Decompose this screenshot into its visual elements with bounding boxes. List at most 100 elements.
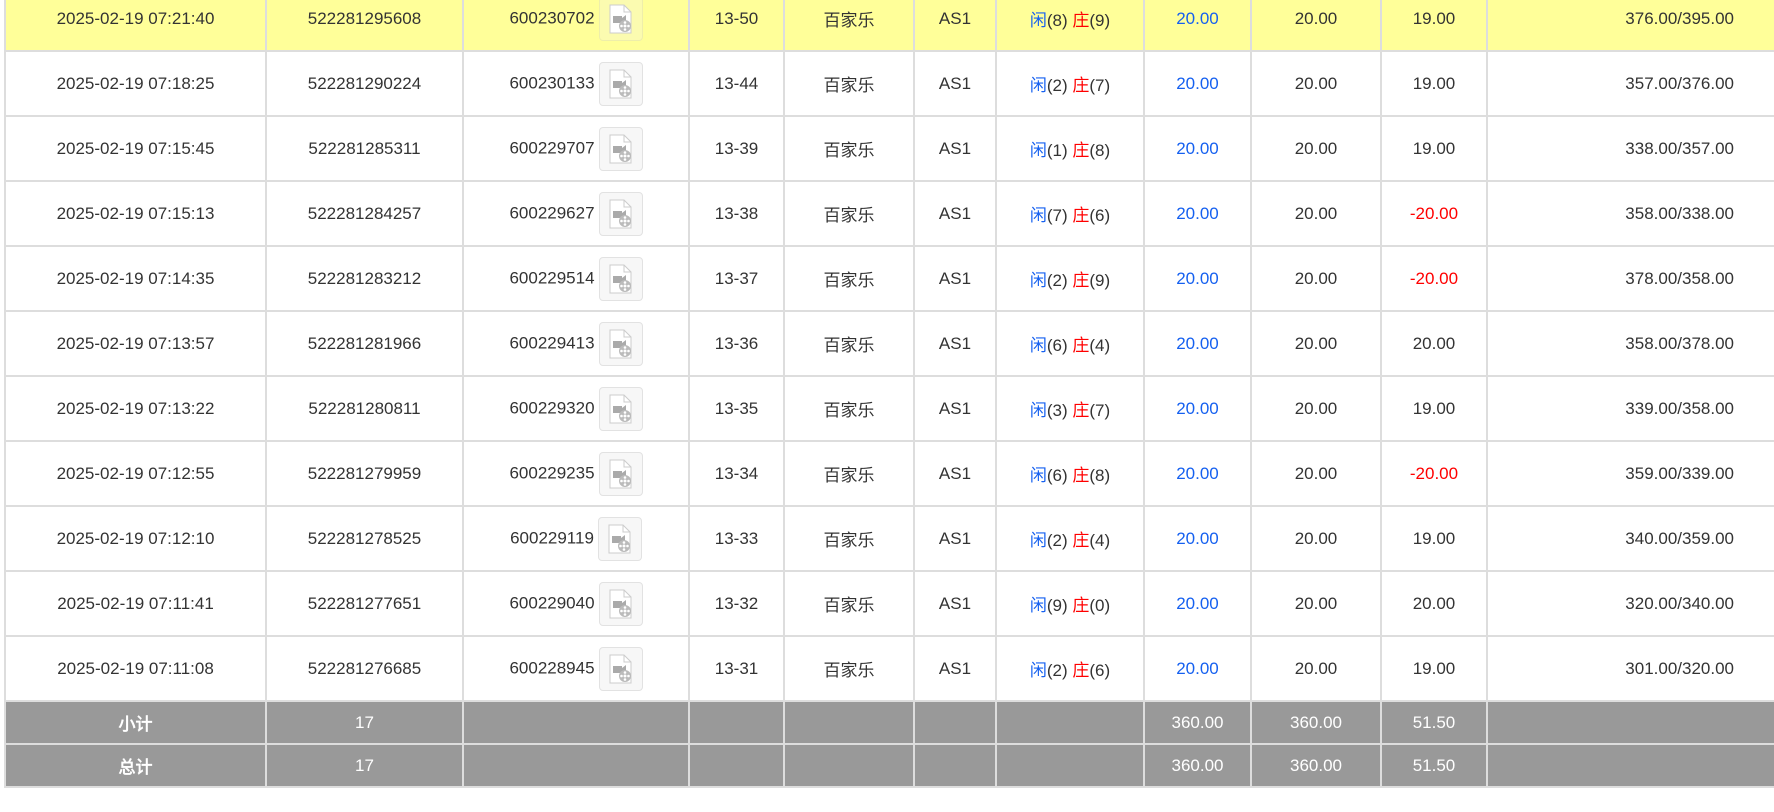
summary-win: 51.50 (1380, 743, 1488, 788)
result-cell: 闲(6) 庄(4) (995, 310, 1145, 377)
game-type: 百家乐 (783, 50, 915, 117)
valid-bet: 20.00 (1250, 115, 1382, 182)
player-points: (8) (1046, 11, 1068, 30)
balance-before-after: 301.00/320.00 (1486, 635, 1774, 702)
bet-amount: 20.00 (1143, 440, 1252, 507)
game-type: 百家乐 (783, 505, 915, 572)
video-replay-icon[interactable] (598, 451, 643, 496)
summary-row: 小计 17 360.00 360.00 51.50 (4, 700, 1774, 745)
summary-bet: 360.00 (1143, 743, 1252, 788)
bet-amount: 20.00 (1143, 375, 1252, 442)
result-cell: 闲(8) 庄(9) (995, 0, 1145, 52)
bet-time: 2025-02-19 07:12:10 (4, 505, 267, 572)
video-replay-icon[interactable] (598, 321, 643, 366)
video-replay-icon[interactable] (598, 0, 643, 41)
game-type: 百家乐 (783, 440, 915, 507)
table-row: 2025-02-19 07:11:08 522281276685 6002289… (4, 635, 1774, 702)
table-code: AS1 (913, 440, 997, 507)
round-number: 600229040 (509, 592, 595, 612)
round-cell: 600229235 (462, 440, 690, 507)
result-cell: 闲(2) 庄(4) (995, 505, 1145, 572)
table-row: 2025-02-19 07:18:25 522281290224 6002301… (4, 50, 1774, 117)
player-points: (6) (1046, 336, 1068, 355)
player-label: 闲 (1029, 141, 1047, 160)
player-label: 闲 (1029, 661, 1047, 680)
table-row: 2025-02-19 07:21:40 522281295608 6002307… (4, 0, 1774, 52)
summary-valid: 360.00 (1250, 743, 1382, 788)
bet-time: 2025-02-19 07:14:35 (4, 245, 267, 312)
bet-time: 2025-02-19 07:12:55 (4, 440, 267, 507)
round-cell: 600229320 (462, 375, 690, 442)
video-replay-icon[interactable] (598, 646, 643, 691)
balance-before-after: 340.00/359.00 (1486, 505, 1774, 572)
bet-amount: 20.00 (1143, 245, 1252, 312)
video-replay-icon[interactable] (598, 126, 643, 171)
video-replay-icon[interactable] (597, 516, 642, 561)
video-replay-icon[interactable] (598, 581, 643, 626)
summary-count: 17 (265, 700, 464, 745)
win-loss: 19.00 (1380, 0, 1488, 52)
round-number: 600228945 (509, 657, 595, 677)
balance-before-after: 358.00/378.00 (1486, 310, 1774, 377)
order-number: 522281290224 (265, 50, 464, 117)
valid-bet: 20.00 (1250, 570, 1382, 637)
order-number: 522281281966 (265, 310, 464, 377)
round-number: 600230702 (509, 7, 595, 27)
order-number: 522281278525 (265, 505, 464, 572)
video-replay-icon[interactable] (598, 386, 643, 431)
empty-cell (913, 700, 997, 745)
bet-time: 2025-02-19 07:21:40 (4, 0, 267, 52)
balance-before-after: 338.00/357.00 (1486, 115, 1774, 182)
order-number: 522281285311 (265, 115, 464, 182)
bet-records-table: 2025-02-19 07:21:40 522281295608 6002307… (4, 0, 1774, 788)
round-number: 600229320 (509, 397, 595, 417)
bet-time: 2025-02-19 07:15:13 (4, 180, 267, 247)
win-loss: 19.00 (1380, 375, 1488, 442)
valid-bet: 20.00 (1250, 635, 1382, 702)
empty-cell (688, 700, 785, 745)
player-label: 闲 (1029, 206, 1047, 225)
banker-label: 庄 (1072, 531, 1090, 550)
bet-time: 2025-02-19 07:13:22 (4, 375, 267, 442)
table-code: AS1 (913, 375, 997, 442)
order-number: 522281284257 (265, 180, 464, 247)
win-loss: 19.00 (1380, 505, 1488, 572)
balance-before-after: 339.00/358.00 (1486, 375, 1774, 442)
result-cell: 闲(2) 庄(6) (995, 635, 1145, 702)
empty-cell (995, 700, 1145, 745)
order-number: 522281276685 (265, 635, 464, 702)
banker-label: 庄 (1072, 11, 1090, 30)
banker-points: (7) (1089, 401, 1111, 420)
result-cell: 闲(2) 庄(9) (995, 245, 1145, 312)
player-points: (9) (1046, 596, 1068, 615)
table-row: 2025-02-19 07:12:55 522281279959 6002292… (4, 440, 1774, 507)
player-label: 闲 (1029, 271, 1047, 290)
shoe-number: 13-36 (688, 310, 785, 377)
banker-points: (0) (1089, 596, 1111, 615)
table-row: 2025-02-19 07:13:57 522281281966 6002294… (4, 310, 1774, 377)
shoe-number: 13-34 (688, 440, 785, 507)
shoe-number: 13-35 (688, 375, 785, 442)
balance-before-after: 359.00/339.00 (1486, 440, 1774, 507)
round-number: 600229413 (509, 332, 595, 352)
table-row: 2025-02-19 07:15:13 522281284257 6002296… (4, 180, 1774, 247)
video-replay-icon[interactable] (598, 191, 643, 236)
bet-amount: 20.00 (1143, 115, 1252, 182)
banker-label: 庄 (1072, 76, 1090, 95)
order-number: 522281277651 (265, 570, 464, 637)
bet-amount: 20.00 (1143, 635, 1252, 702)
player-label: 闲 (1029, 336, 1047, 355)
result-cell: 闲(3) 庄(7) (995, 375, 1145, 442)
player-points: (1) (1046, 141, 1068, 160)
win-loss: 20.00 (1380, 310, 1488, 377)
banker-label: 庄 (1072, 401, 1090, 420)
round-number: 600229627 (509, 202, 595, 222)
summary-win: 51.50 (1380, 700, 1488, 745)
valid-bet: 20.00 (1250, 440, 1382, 507)
video-replay-icon[interactable] (598, 61, 643, 106)
table-row: 2025-02-19 07:12:10 522281278525 6002291… (4, 505, 1774, 572)
win-loss: 19.00 (1380, 50, 1488, 117)
bet-amount: 20.00 (1143, 0, 1252, 52)
video-replay-icon[interactable] (598, 256, 643, 301)
player-points: (2) (1046, 76, 1068, 95)
